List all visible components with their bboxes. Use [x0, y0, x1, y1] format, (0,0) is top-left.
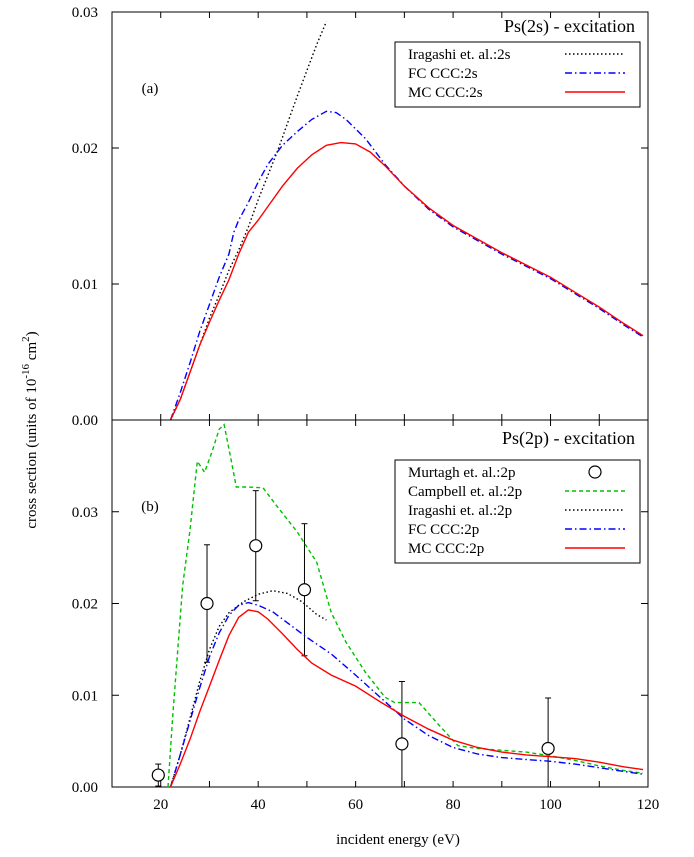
y-axis-label-main: cross section (units of 10 [24, 379, 40, 529]
data-point [249, 539, 263, 553]
plot-area [151, 423, 644, 787]
x-tick-label: 120 [637, 797, 660, 813]
panel-label: (b) [141, 499, 159, 515]
legend-box [394, 41, 641, 108]
y-tick-label: 0.01 [72, 277, 98, 293]
series-line [169, 21, 328, 420]
y-tick-label: 0.03 [72, 5, 98, 21]
panel-2s: 0.00 0.01 0.02 0.03 Ps(2s) - excitation (a) Ir… [72, 5, 649, 429]
x-tick-label: 20 [153, 797, 168, 813]
panel-title: Ps(2s) - excitation [504, 16, 635, 37]
legend-box [394, 459, 641, 564]
y-tick-label: 0.02 [72, 597, 98, 613]
plot-area [169, 21, 644, 420]
y-axis-label-unit: cm [24, 342, 40, 364]
data-point [151, 768, 165, 782]
panel-2p: 0.00 0.01 0.02 0.03 20 40 60 80 100 120 Ps(2p) - e… [72, 419, 660, 813]
legend-label: Murtagh et. al.:2p [408, 465, 515, 481]
data-point [200, 596, 214, 611]
data-point [297, 583, 312, 597]
data-point [395, 737, 409, 751]
y-tick-label: 0.00 [72, 780, 98, 796]
y-axis-label: cross section (units of 10-16 cm2) [20, 331, 40, 528]
x-tick-label: 60 [348, 797, 363, 813]
series-line [169, 601, 644, 787]
y-tick-label: 0.00 [72, 413, 98, 429]
x-tick-label: 100 [539, 797, 562, 813]
y-axis-label-close: ) [24, 331, 40, 336]
data-point [541, 741, 555, 756]
legend-label: FC CCC:2p [408, 522, 479, 538]
legend-marker [588, 465, 602, 479]
panel-title: Ps(2p) - excitation [502, 428, 635, 449]
y-axis-label-exp: -16 [20, 363, 32, 378]
series-line [169, 589, 327, 787]
x-axis-label: incident energy (eV) [336, 832, 460, 848]
y-axis-label-unit-exp: 2 [20, 336, 32, 342]
series-line [169, 110, 644, 420]
legend-label: Iragashi et. al.:2s [408, 47, 511, 63]
series-line [167, 423, 644, 787]
legend-label: Campbell et. al.:2p [408, 484, 522, 500]
legend-label: FC CCC:2s [408, 66, 478, 82]
legend-label: MC CCC:2p [408, 541, 484, 557]
series-line [169, 141, 644, 420]
legend-label: MC CCC:2s [408, 85, 483, 101]
panel-label: (a) [142, 81, 159, 97]
y-tick-label: 0.02 [72, 141, 98, 157]
x-tick-label: 40 [251, 797, 266, 813]
series-line [169, 609, 644, 787]
y-tick-label: 0.01 [72, 688, 98, 704]
x-tick-label: 80 [446, 797, 461, 813]
y-tick-label: 0.03 [72, 505, 98, 521]
legend-label: Iragashi et. al.:2p [408, 503, 512, 519]
